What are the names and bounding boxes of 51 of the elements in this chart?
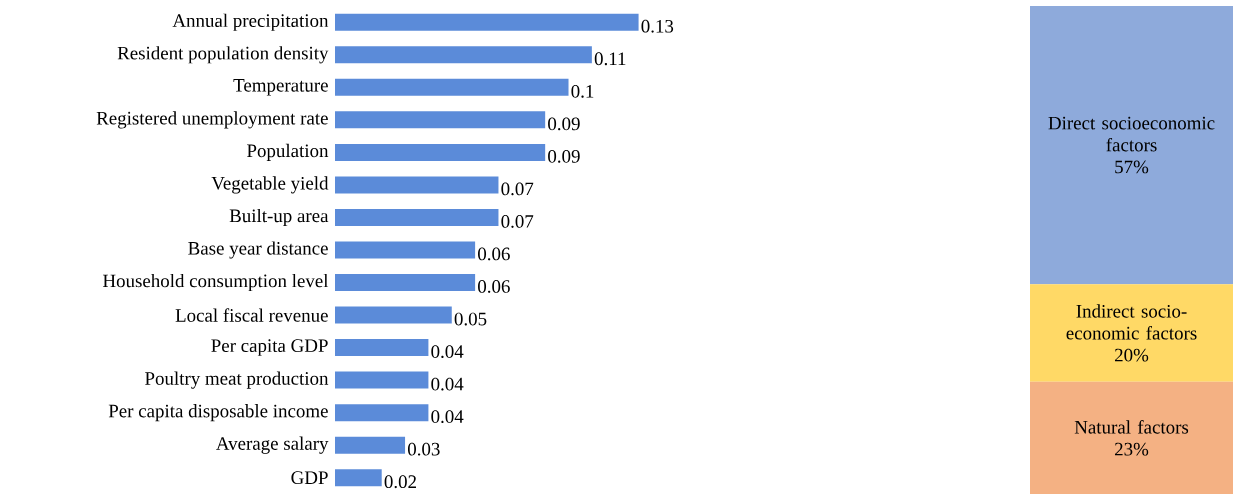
y-tick-label: Vegetable yield: [211, 176, 329, 194]
y-tick-label: Per capita disposable income: [108, 404, 328, 422]
bar: [335, 436, 406, 454]
bar: [335, 469, 382, 487]
data-label: 0.09: [548, 117, 580, 131]
data-label: 23%: [1114, 442, 1149, 456]
y-tick-label: Household consumption level: [102, 273, 329, 292]
bar: [335, 13, 639, 31]
y-tick-label: Resident population density: [117, 46, 329, 64]
bar: [335, 176, 499, 194]
bar: [335, 339, 429, 357]
data-label: 0.11: [594, 52, 626, 66]
bar: [335, 241, 476, 259]
data-label: 0.13: [641, 19, 674, 33]
data-label: 0.03: [407, 442, 440, 456]
data-label: 0.09: [548, 149, 580, 163]
data-label: 0.04: [431, 377, 464, 391]
y-tick-label: Registered unemployment rate: [96, 111, 328, 129]
bar: [335, 306, 452, 324]
data-label: 0.04: [431, 410, 464, 424]
bar: [335, 208, 499, 226]
data-label: 0.05: [454, 312, 487, 326]
bar: [335, 404, 429, 422]
data-label: 0.1: [571, 84, 594, 98]
series-label: Natural factors: [1074, 420, 1189, 434]
y-tick-label: Local fiscal revenue: [175, 308, 328, 322]
data-label: 57%: [1115, 160, 1149, 174]
data-label: 20%: [1114, 348, 1149, 362]
bar: [335, 274, 476, 292]
data-label: 0.02: [384, 475, 416, 489]
y-tick-label: Temperature: [233, 79, 328, 96]
bar: [335, 143, 546, 161]
data-label: 0.06: [478, 247, 510, 261]
y-tick-label: Annual precipitation: [172, 13, 329, 31]
data-label: 0.06: [478, 280, 510, 293]
series-label: Indirect socio-economic factors: [1066, 304, 1197, 340]
bar: [335, 111, 546, 129]
data-label: 0.04: [431, 345, 464, 359]
y-tick-label: Average salary: [216, 436, 329, 454]
y-tick-label: Built-up area: [229, 208, 329, 227]
bar: [335, 371, 429, 389]
y-tick-label: Poultry meat production: [145, 371, 329, 389]
y-tick-label: Population: [247, 143, 329, 161]
y-tick-label: GDP: [291, 471, 328, 485]
y-tick-label: Per capita GDP: [211, 339, 328, 356]
data-label: 0.07: [501, 215, 534, 228]
series-label: Direct socioeconomic factors: [1048, 116, 1215, 152]
data-label: 0.07: [501, 182, 534, 196]
bar: [335, 78, 569, 96]
bar: [335, 46, 592, 64]
y-tick-label: Base year distance: [188, 241, 328, 259]
